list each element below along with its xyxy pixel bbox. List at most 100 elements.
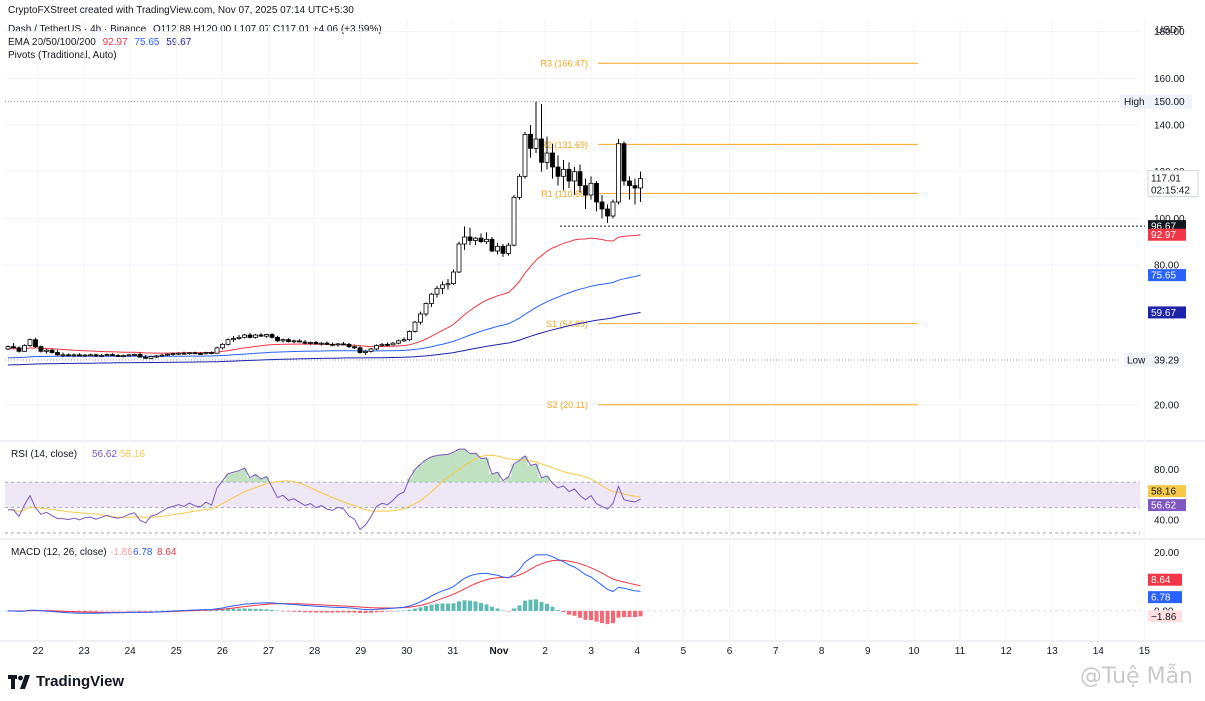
candle-down (341, 343, 346, 346)
candle-up (104, 354, 110, 357)
pivot-label: R3 (166.47) (540, 59, 588, 69)
macd-axis-value: −1.86 (1151, 612, 1177, 623)
time-tick-label: 8 (819, 646, 825, 657)
pivot-label: S1 (54.89) (546, 319, 588, 329)
macd-hist-bar-down (589, 610, 593, 621)
time-tick-label: 7 (773, 646, 779, 657)
high-value: 150.00 (1154, 97, 1185, 108)
macd-hist-bar-up (209, 610, 214, 611)
macd-hist-bar-up (165, 610, 170, 612)
ema-legend[interactable]: EMA 20/50/100/200 92.97 75.65 59.67 (8, 37, 195, 48)
macd-hist-bar-down (583, 610, 588, 620)
candle-down (275, 336, 280, 342)
time-tick-label: 4 (635, 646, 641, 657)
candle-up (572, 171, 577, 182)
candle-up (396, 340, 401, 344)
candle-down (77, 354, 82, 357)
tradingview-logo-icon (8, 674, 30, 689)
macd-hist-bar-up (204, 610, 208, 611)
macd-hist-bar-up (556, 610, 560, 611)
time-tick-label: 13 (1047, 646, 1059, 657)
macd-hist-bar-up (501, 610, 505, 611)
macd-axis-badge (1148, 610, 1182, 623)
macd-axis-value: 6.78 (1151, 593, 1171, 604)
candle-down (555, 166, 561, 177)
candle-up (225, 339, 231, 345)
time-tick-label: 28 (309, 646, 321, 657)
macd-hist-bar-up (275, 610, 280, 612)
candle-up (291, 340, 297, 343)
high-label-bg (1120, 94, 1192, 109)
macd-title: MACD (12, 26, close) (11, 547, 107, 558)
macd-hist-bar-up (237, 608, 241, 611)
candle-down (66, 354, 71, 357)
macd-hist-bar-down (561, 610, 566, 613)
time-tick-label: 9 (865, 646, 871, 657)
rsi-tick-label: 80.00 (1154, 465, 1179, 476)
macd-hist-bar-down (391, 610, 395, 612)
macd-hist-bar-up (248, 608, 252, 611)
candle-down (49, 349, 55, 353)
candle-up (82, 354, 88, 357)
macd-hist-bar-down (105, 610, 109, 612)
macd-hist-bar-up (132, 610, 137, 612)
candle-down (594, 182, 599, 203)
candle-down (16, 347, 22, 352)
macd-hist-bar-up (545, 603, 549, 611)
macd-hist-bar-up (259, 609, 263, 611)
candle-up (473, 237, 478, 241)
candle-up (132, 353, 137, 356)
ema100-legend-value: 59.67 (166, 37, 192, 48)
macd-hist-bar-up (160, 610, 164, 612)
candle-up (445, 283, 451, 286)
candle-up (511, 196, 517, 246)
macd-hist-bar-down (363, 610, 368, 614)
pivots-legend[interactable]: Pivots (Traditional, Auto) (8, 50, 117, 61)
candle-down (599, 201, 605, 210)
candle-down (500, 245, 506, 254)
macd-hist-bar-down (633, 610, 637, 618)
candle-down (489, 238, 495, 252)
time-tick-label: 30 (401, 646, 413, 657)
candle-up (390, 342, 396, 346)
rsi-title: RSI (14, close) (11, 449, 77, 460)
macd-hist-bar-up (215, 610, 219, 611)
ema-axis-badge (1148, 269, 1186, 282)
time-tick-label: 12 (1001, 646, 1013, 657)
candle-up (374, 345, 379, 350)
candle-up (588, 182, 594, 196)
macd-hist-bar-up (154, 610, 159, 612)
candle-down (198, 353, 203, 355)
low-value: 39.29 (1154, 355, 1179, 366)
macd-hist-bar-down (352, 610, 357, 613)
symbol-label[interactable]: Dash / TetherUS · 4h · Binance (8, 24, 147, 35)
macd-hist-bar-up (264, 609, 269, 611)
price-tick-label: 180.00 (1154, 27, 1185, 38)
macd-hist-bar-up (435, 603, 439, 611)
macd-hist-bar-down (358, 610, 362, 614)
candle-down (11, 346, 16, 349)
candle-down (33, 339, 38, 348)
candle-up (214, 347, 220, 354)
candle-down (38, 346, 44, 352)
price-tick-label: 100.00 (1154, 214, 1185, 225)
time-tick-label: 23 (79, 646, 91, 657)
macd-hist-bar-down (127, 610, 131, 612)
candle-up (363, 350, 368, 353)
candle-up (280, 339, 286, 342)
macd-hist-bar-down (325, 610, 329, 613)
candle-down (632, 185, 638, 189)
last-price-value: 117.01 (1151, 174, 1181, 185)
macd-hist-bar-up (220, 609, 225, 611)
candle-up (368, 348, 374, 352)
price-tick-label: 20.00 (1154, 401, 1179, 412)
candle-down (286, 339, 291, 342)
time-tick-label: 6 (727, 646, 733, 657)
time-tick-label: 15 (1139, 646, 1151, 657)
macd-hist-bar-up (440, 603, 445, 611)
macd-hist-bar-down (99, 610, 104, 612)
macd-hist-bar-up (473, 601, 478, 611)
macd-hist-legend-value: -1.86 (110, 547, 133, 558)
